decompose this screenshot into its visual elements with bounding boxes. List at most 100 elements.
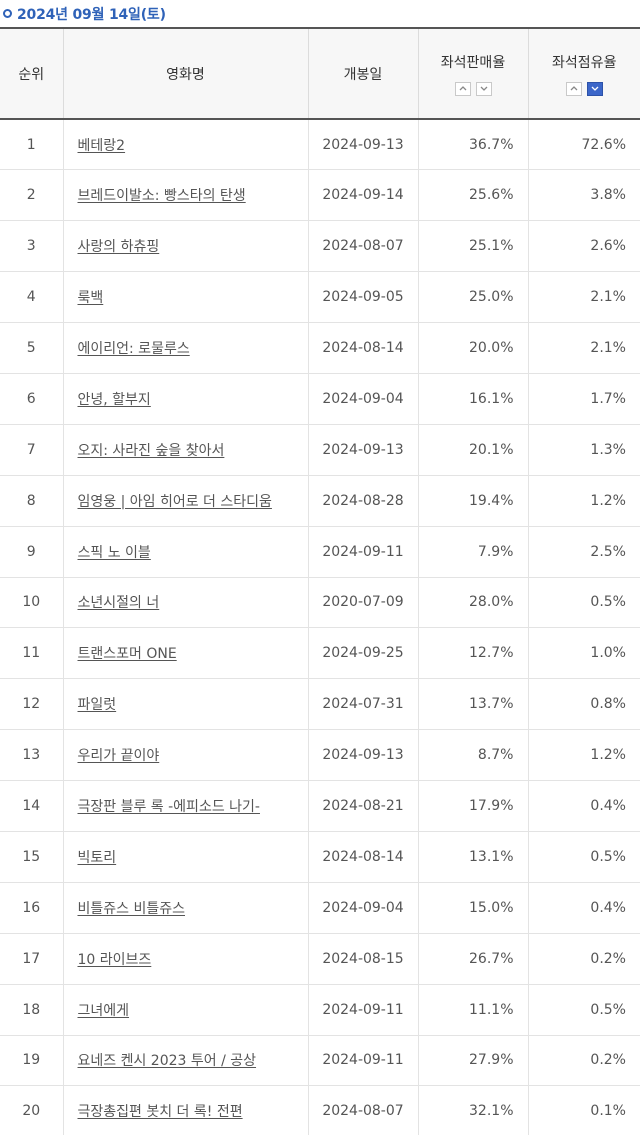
title-cell: 에이리언: 로물루스: [62, 322, 308, 374]
sort-descending-button[interactable]: [586, 81, 603, 96]
table-row: 8 임영웅 | 아임 히어로 더 스타디움 2024-08-28 19.4% 1.2%: [0, 475, 640, 527]
rank-cell: 16: [0, 882, 63, 934]
title-cell: 파일럿: [62, 678, 308, 731]
title-cell: 극장총집편 봇치 더 록! 전편: [62, 1085, 308, 1135]
table-row: 3 사랑의 하츄핑 2024-08-07 25.1% 2.6%: [0, 220, 640, 273]
seat-share-rate-cell: 0.8%: [527, 678, 640, 731]
movie-title-link[interactable]: 트랜스포머 ONE: [77, 646, 177, 663]
table-row: 11 트랜스포머 ONE 2024-09-25 12.7% 1.0%: [0, 627, 640, 680]
sort-controls-seat-share-rate: [529, 81, 640, 96]
title-cell: 임영웅 | 아임 히어로 더 스타디움: [62, 475, 308, 527]
movie-title-link[interactable]: 안녕, 할부지: [77, 391, 151, 408]
movie-title-link[interactable]: 극장판 블루 록 -에피소드 나기-: [77, 799, 260, 816]
seat-sales-rate-cell: 28.0%: [417, 577, 528, 629]
rank-cell: 2: [0, 169, 63, 222]
sort-ascending-button[interactable]: [565, 81, 582, 96]
seat-share-rate-cell: 2.6%: [527, 220, 640, 273]
movie-title-link[interactable]: 임영웅 | 아임 히어로 더 스타디움: [77, 493, 272, 510]
title-cell: 안녕, 할부지: [62, 373, 308, 425]
seat-sales-rate-cell: 13.7%: [417, 678, 528, 731]
rank-cell: 9: [0, 526, 63, 578]
seat-sales-rate-cell: 12.7%: [417, 627, 528, 680]
movie-title-link[interactable]: 오지: 사라진 숲을 찾아서: [77, 442, 225, 459]
movie-title-link[interactable]: 사랑의 하츄핑: [77, 239, 160, 256]
seat-share-rate-cell: 0.4%: [527, 780, 640, 832]
table-row: 15 빅토리 2024-08-14 13.1% 0.5%: [0, 831, 640, 883]
caret-up-icon: [459, 86, 466, 91]
table-row: 18 그녀에게 2024-09-11 11.1% 0.5%: [0, 984, 640, 1036]
open-date-cell: 2024-08-07: [307, 1085, 418, 1135]
seat-sales-rate-cell: 27.9%: [417, 1035, 528, 1087]
table-row: 9 스픽 노 이블 2024-09-11 7.9% 2.5%: [0, 526, 640, 578]
rank-cell: 11: [0, 627, 63, 680]
rank-cell: 19: [0, 1035, 63, 1087]
rank-cell: 5: [0, 322, 63, 374]
rank-cell: 13: [0, 729, 63, 782]
seat-sales-rate-cell: 7.9%: [417, 526, 528, 578]
seat-sales-rate-cell: 11.1%: [417, 984, 528, 1036]
table-row: 6 안녕, 할부지 2024-09-04 16.1% 1.7%: [0, 373, 640, 425]
title-cell: 오지: 사라진 숲을 찾아서: [62, 424, 308, 476]
rank-cell: 14: [0, 780, 63, 832]
title-cell: 그녀에게: [62, 984, 308, 1036]
seat-share-rate-cell: 3.8%: [527, 169, 640, 222]
seat-share-rate-cell: 0.5%: [527, 831, 640, 883]
movie-title-link[interactable]: 베테랑2: [77, 137, 126, 154]
table-row: 4 룩백 2024-09-05 25.0% 2.1%: [0, 271, 640, 324]
title-cell: 소년시절의 너: [62, 577, 308, 629]
seat-sales-rate-cell: 8.7%: [417, 729, 528, 782]
seat-sales-rate-cell: 15.0%: [417, 882, 528, 934]
open-date-cell: 2024-08-15: [307, 933, 418, 985]
movie-title-link[interactable]: 우리가 끝이야: [77, 748, 160, 765]
seat-share-rate-cell: 0.2%: [527, 933, 640, 985]
movie-title-link[interactable]: 10 라이브즈: [77, 951, 152, 968]
table-row: 5 에이리언: 로물루스 2024-08-14 20.0% 2.1%: [0, 322, 640, 374]
caret-up-icon: [570, 86, 578, 91]
rank-cell: 1: [0, 119, 63, 171]
seat-share-rate-cell: 72.6%: [527, 119, 640, 171]
rank-cell: 3: [0, 220, 63, 273]
rank-cell: 10: [0, 577, 63, 629]
open-date-cell: 2024-09-05: [307, 271, 418, 324]
seat-share-rate-cell: 1.3%: [527, 424, 640, 476]
movie-title-link[interactable]: 소년시절의 너: [77, 595, 160, 612]
seat-share-rate-cell: 2.1%: [527, 322, 640, 374]
movie-title-link[interactable]: 극장총집편 봇치 더 록! 전편: [77, 1104, 243, 1121]
movie-title-link[interactable]: 비틀쥬스 비틀쥬스: [77, 900, 186, 917]
rank-cell: 15: [0, 831, 63, 883]
caret-down-icon: [591, 86, 599, 91]
movie-title-link[interactable]: 스픽 노 이블: [77, 544, 151, 561]
movie-title-link[interactable]: 빅토리: [77, 849, 117, 866]
movie-title-link[interactable]: 룩백: [77, 290, 104, 307]
open-date-cell: 2024-08-21: [307, 780, 418, 832]
seat-share-rate-cell: 0.5%: [527, 577, 640, 629]
table-row: 12 파일럿 2024-07-31 13.7% 0.8%: [0, 678, 640, 731]
rank-cell: 7: [0, 424, 63, 476]
table-row: 14 극장판 블루 록 -에피소드 나기- 2024-08-21 17.9% 0.4%: [0, 780, 640, 832]
seat-sales-rate-cell: 20.0%: [417, 322, 528, 374]
seat-share-rate-cell: 0.2%: [527, 1035, 640, 1087]
table-header: 순위 영화명 개봉일 좌석판매율 좌석점유율: [0, 27, 640, 120]
movie-title-link[interactable]: 브레드이발소: 빵스타의 탄생: [77, 188, 246, 205]
movie-title-link[interactable]: 그녀에게: [77, 1002, 130, 1019]
seat-sales-rate-cell: 19.4%: [417, 475, 528, 527]
circle-bullet-icon: [3, 9, 12, 18]
table-row: 17 10 라이브즈 2024-08-15 26.7% 0.2%: [0, 933, 640, 985]
open-date-cell: 2024-09-04: [307, 373, 418, 425]
seat-share-rate-cell: 1.0%: [527, 627, 640, 680]
sort-descending-button[interactable]: [475, 81, 492, 96]
title-cell: 베테랑2: [62, 119, 308, 171]
movie-title-link[interactable]: 파일럿: [77, 697, 117, 714]
sort-ascending-button[interactable]: [454, 81, 471, 96]
title-cell: 스픽 노 이블: [62, 526, 308, 578]
date-header: 2024년 09월 14일(토): [0, 0, 640, 27]
box-office-table: 순위 영화명 개봉일 좌석판매율 좌석점유율: [0, 27, 640, 1135]
table-row: 19 요네즈 켄시 2023 투어 / 공상 2024-09-11 27.9% 0.2%: [0, 1035, 640, 1087]
movie-title-link[interactable]: 에이리언: 로물루스: [77, 341, 190, 357]
rank-cell: 17: [0, 933, 63, 985]
title-cell: 비틀쥬스 비틀쥬스: [62, 882, 308, 934]
seat-sales-rate-cell: 25.1%: [417, 220, 528, 273]
open-date-cell: 2024-09-13: [307, 119, 418, 171]
movie-title-link[interactable]: 요네즈 켄시 2023 투어 / 공상: [77, 1053, 257, 1070]
table-body: 1 베테랑2 2024-09-13 36.7% 72.6% 2 브레드이발소: 빵스타의 탄…: [0, 119, 640, 1135]
